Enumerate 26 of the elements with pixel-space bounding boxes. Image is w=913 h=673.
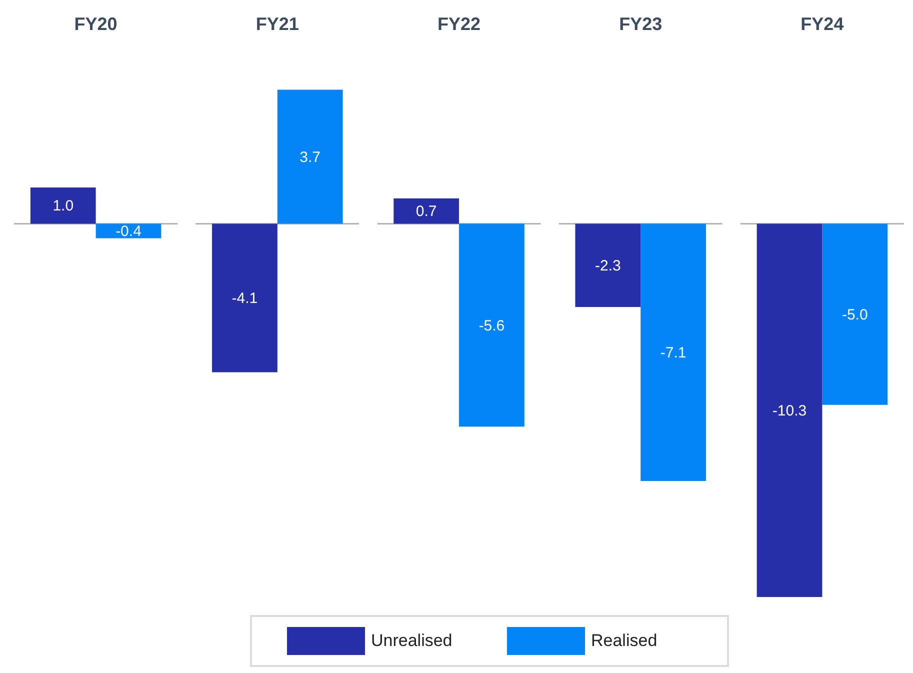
bar [575,224,641,308]
legend-label: Realised [591,631,658,651]
x-tick-label: FY24 [800,14,844,34]
bar [30,187,96,224]
data-label: 3.7 [300,148,321,166]
x-tick-label: FY21 [256,14,299,34]
bar [394,198,459,224]
x-tick-label: FY20 [74,14,118,34]
bar [822,224,888,405]
x-tick-label: FY22 [437,14,481,34]
data-label: -5.6 [478,317,505,334]
data-label: 0.7 [416,203,437,220]
data-label: -4.1 [232,290,258,308]
data-label: 1.0 [52,198,74,215]
bar [640,224,706,482]
data-label: -0.4 [116,223,142,240]
bar [459,224,524,427]
legend-label: Unrealised [371,631,452,651]
data-label: -7.1 [660,344,686,362]
bar [212,224,278,372]
data-label: -2.3 [594,258,621,275]
data-label: -5.0 [842,306,868,324]
x-tick-label: FY23 [619,14,662,34]
bar [277,90,343,224]
bar [756,224,822,597]
data-label: -10.3 [772,402,807,420]
